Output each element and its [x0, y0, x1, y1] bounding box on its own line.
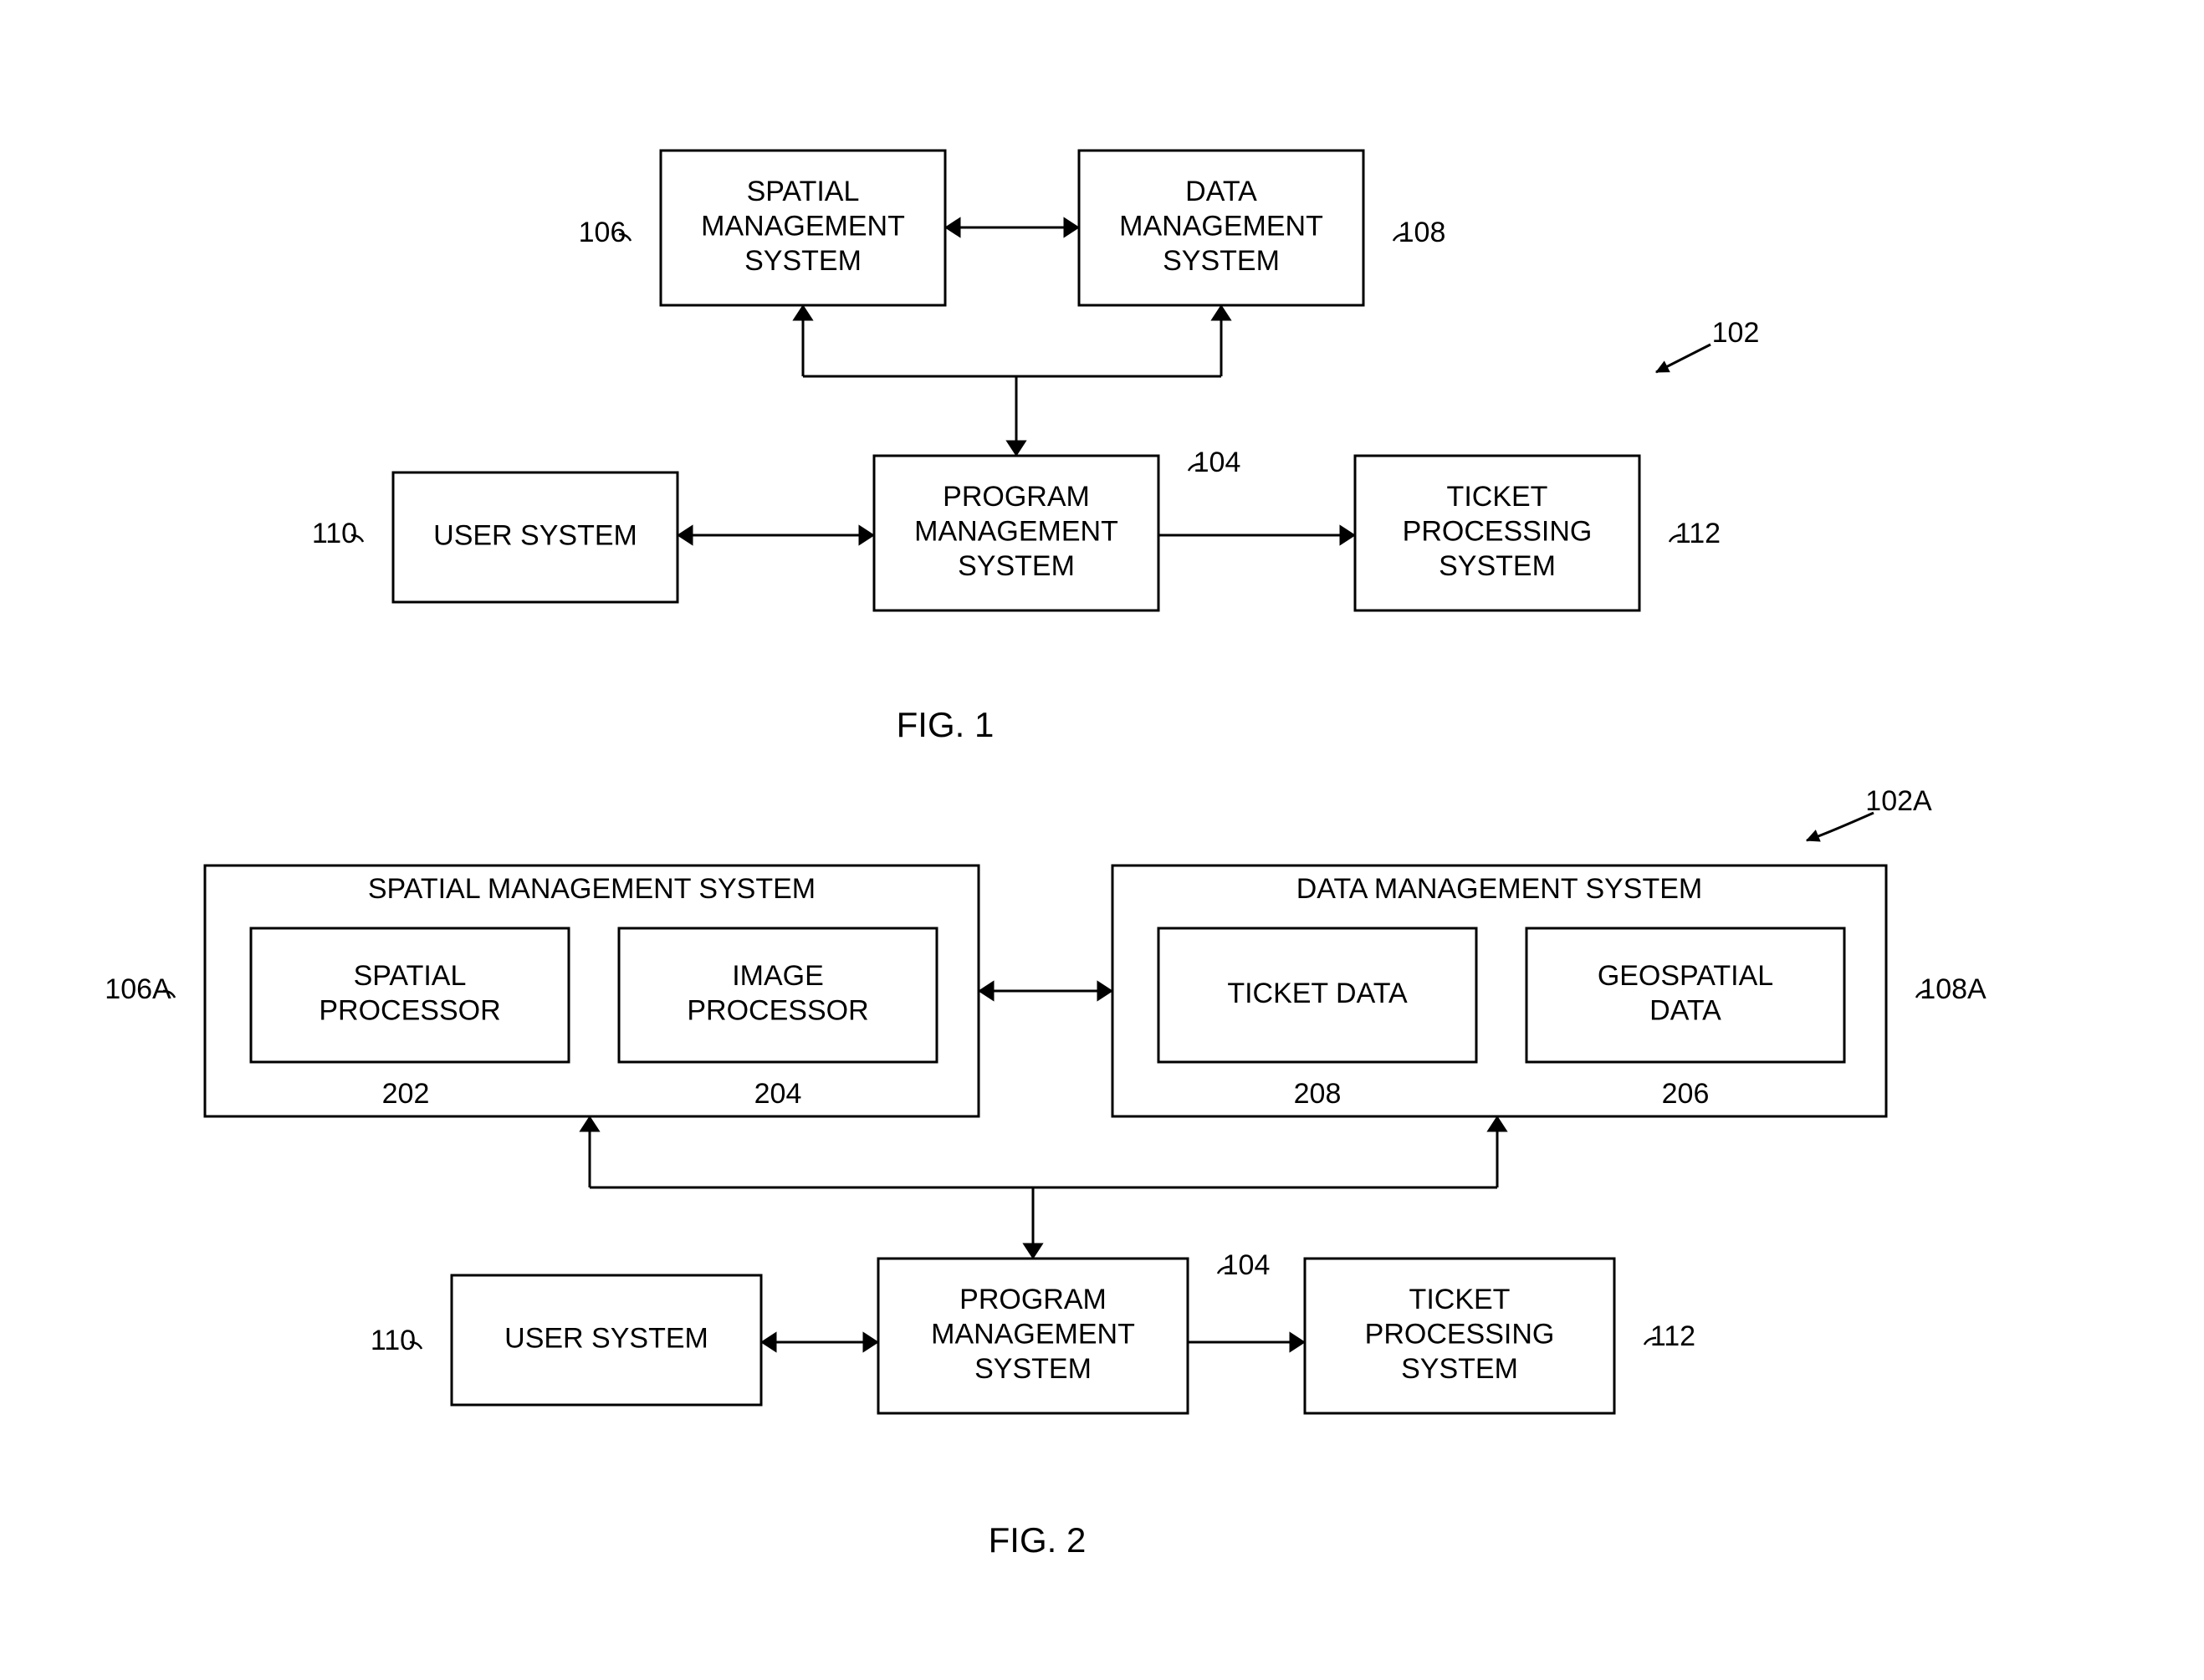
svg-text:SYSTEM: SYSTEM	[1439, 550, 1556, 582]
svg-text:104: 104	[1223, 1249, 1271, 1281]
svg-text:110: 110	[371, 1325, 416, 1356]
svg-text:GEOSPATIAL: GEOSPATIAL	[1598, 960, 1773, 992]
svg-text:PROCESSOR: PROCESSOR	[319, 995, 500, 1027]
svg-text:SPATIAL: SPATIAL	[354, 960, 467, 992]
svg-text:USER SYSTEM: USER SYSTEM	[504, 1322, 708, 1354]
svg-text:TICKET: TICKET	[1447, 481, 1548, 513]
svg-text:FIG. 1: FIG. 1	[897, 705, 995, 744]
svg-text:106A: 106A	[105, 973, 171, 1005]
svg-text:TICKET: TICKET	[1409, 1284, 1511, 1315]
svg-text:MANAGEMENT: MANAGEMENT	[701, 210, 905, 242]
svg-text:110: 110	[312, 518, 357, 549]
svg-text:PROGRAM: PROGRAM	[943, 481, 1090, 513]
svg-text:106: 106	[579, 217, 626, 248]
svg-text:112: 112	[1675, 518, 1721, 549]
svg-text:SPATIAL: SPATIAL	[747, 176, 860, 207]
svg-text:SYSTEM: SYSTEM	[974, 1353, 1092, 1385]
svg-text:202: 202	[382, 1078, 430, 1110]
svg-text:112: 112	[1650, 1320, 1695, 1352]
svg-text:102: 102	[1712, 317, 1760, 349]
svg-text:MANAGEMENT: MANAGEMENT	[914, 515, 1118, 547]
svg-text:PROCESSOR: PROCESSOR	[687, 995, 868, 1027]
svg-text:SPATIAL MANAGEMENT SYSTEM: SPATIAL MANAGEMENT SYSTEM	[368, 873, 816, 905]
svg-text:IMAGE: IMAGE	[732, 960, 824, 992]
svg-text:102A: 102A	[1865, 785, 1932, 817]
svg-text:206: 206	[1662, 1078, 1710, 1110]
svg-text:TICKET DATA: TICKET DATA	[1227, 978, 1408, 1009]
svg-text:204: 204	[754, 1078, 802, 1110]
svg-text:DATA: DATA	[1185, 176, 1257, 207]
svg-text:SYSTEM: SYSTEM	[1163, 245, 1280, 277]
svg-text:108: 108	[1399, 217, 1446, 248]
svg-text:SYSTEM: SYSTEM	[1401, 1353, 1518, 1385]
svg-text:108A: 108A	[1920, 973, 1987, 1005]
svg-text:104: 104	[1194, 447, 1241, 478]
svg-text:FIG. 2: FIG. 2	[989, 1520, 1087, 1560]
svg-text:DATA: DATA	[1649, 995, 1721, 1027]
svg-text:MANAGEMENT: MANAGEMENT	[931, 1318, 1135, 1350]
svg-text:PROGRAM: PROGRAM	[959, 1284, 1107, 1315]
svg-text:SYSTEM: SYSTEM	[958, 550, 1075, 582]
svg-text:208: 208	[1294, 1078, 1342, 1110]
svg-text:MANAGEMENT: MANAGEMENT	[1119, 210, 1323, 242]
svg-text:PROCESSING: PROCESSING	[1403, 515, 1593, 547]
svg-text:PROCESSING: PROCESSING	[1365, 1318, 1555, 1350]
svg-text:USER SYSTEM: USER SYSTEM	[433, 519, 637, 551]
svg-text:DATA MANAGEMENT SYSTEM: DATA MANAGEMENT SYSTEM	[1296, 873, 1703, 905]
svg-text:SYSTEM: SYSTEM	[744, 245, 862, 277]
